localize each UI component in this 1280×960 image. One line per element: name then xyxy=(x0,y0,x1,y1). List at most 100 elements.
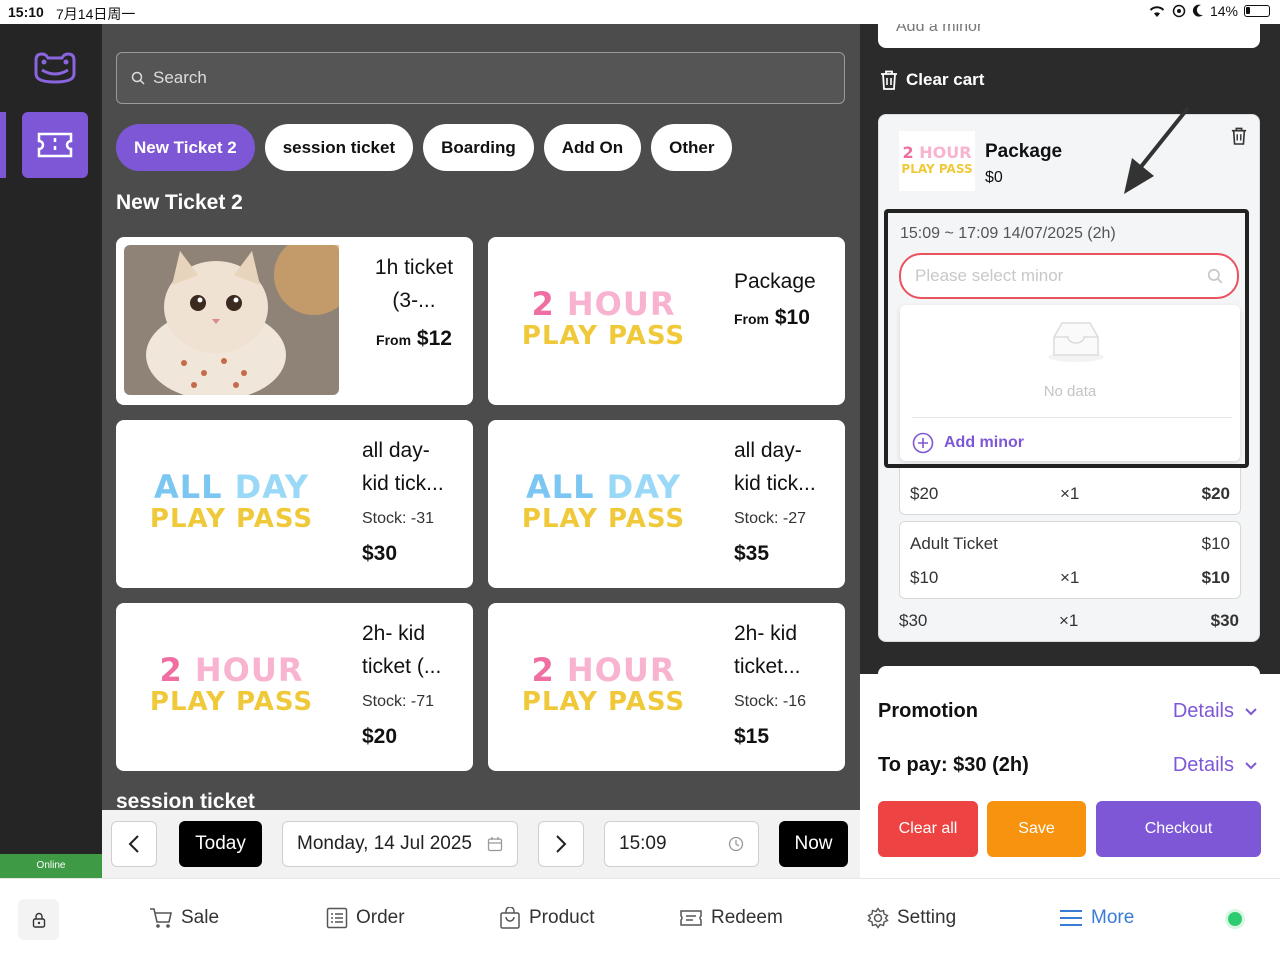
stock-label: Stock: xyxy=(734,693,779,710)
stock-value: -71 xyxy=(410,693,435,710)
package-unit-price: $30 xyxy=(899,611,928,630)
lock-button[interactable] xyxy=(18,899,59,940)
battery-percent: 14% xyxy=(1209,3,1238,19)
product-card-package[interactable]: 2 HOUR PLAY PASS Package From $10 xyxy=(488,237,845,405)
tab-label: Sale xyxy=(181,907,220,928)
ticket-icon xyxy=(680,910,702,926)
clock-icon xyxy=(728,836,744,852)
clear-all-button[interactable]: Clear all xyxy=(878,801,978,857)
chip-boarding[interactable]: Boarding xyxy=(423,124,534,171)
today-button[interactable]: Today xyxy=(179,821,262,867)
empty-inbox-icon xyxy=(1048,322,1104,362)
play-pass-art: 2 HOUR PLAY PASS xyxy=(496,245,711,395)
line-title-price: $10 xyxy=(1201,534,1230,553)
product-name-line2: ticket (... xyxy=(362,655,442,678)
art-word-2: DAY xyxy=(606,468,682,506)
product-name-line1: all day- xyxy=(362,439,430,462)
package-price: $0 xyxy=(985,169,1003,186)
add-minor-button[interactable]: Add minor xyxy=(912,417,1232,454)
chevron-down-icon xyxy=(1245,761,1257,769)
rail-active-indicator xyxy=(0,112,6,178)
product-price: $30 xyxy=(362,542,398,565)
online-status: Online xyxy=(0,854,102,878)
tab-label: Redeem xyxy=(711,907,783,928)
line-total: $20 xyxy=(1201,484,1230,503)
remove-item-icon[interactable] xyxy=(1231,127,1247,145)
package-name: Package xyxy=(985,141,1063,162)
product-area: Search New Ticket 2 session ticket Board… xyxy=(102,24,860,810)
chip-other[interactable]: Other xyxy=(651,124,733,171)
frog-logo-icon xyxy=(34,52,76,84)
calendar-icon xyxy=(487,837,503,852)
art-word: HOUR xyxy=(566,651,676,689)
date-bar: Today Monday, 14 Jul 2025 15:09 Now xyxy=(102,810,860,878)
product-name-line1: 1h ticket xyxy=(374,256,454,279)
price-from-label: From xyxy=(376,332,412,348)
product-price: $20 xyxy=(362,725,398,748)
checkout-button[interactable]: Checkout xyxy=(1096,801,1261,857)
product-price-row: From $12 xyxy=(362,327,466,351)
connection-status-dot xyxy=(1228,912,1242,926)
stock-row: Stock: -31 xyxy=(362,510,466,528)
tab-sale[interactable]: Sale xyxy=(149,907,219,929)
cat-photo xyxy=(124,245,339,395)
promotion-details-toggle[interactable]: Details xyxy=(1173,700,1258,723)
to-pay-details-toggle[interactable]: Details xyxy=(1173,754,1258,777)
product-name-line1: 2h- kid xyxy=(362,622,426,645)
next-cart-card-edge xyxy=(878,666,1260,674)
product-card-2h-kid-15[interactable]: 2 HOUR PLAY PASS 2h- kid ticket... Stock… xyxy=(488,603,845,771)
details-label: Details xyxy=(1172,700,1234,722)
now-button[interactable]: Now xyxy=(779,821,848,867)
section-title: New Ticket 2 xyxy=(116,191,243,214)
tab-label: Order xyxy=(356,907,405,928)
chip-new-ticket-2[interactable]: New Ticket 2 xyxy=(116,124,255,171)
status-time: 15:10 xyxy=(8,4,44,20)
add-a-minor-field[interactable]: Add a minor xyxy=(878,24,1260,48)
product-card-all-day-35[interactable]: ALL DAY PLAY PASS all day- kid tick... S… xyxy=(488,420,845,588)
stock-value: -27 xyxy=(782,510,807,527)
status-icons: 14% xyxy=(1148,3,1270,19)
minor-select-popup: 15:09 ~ 17:09 14/07/2025 (2h) Please sel… xyxy=(884,209,1249,468)
no-data-label: No data xyxy=(1043,383,1097,400)
rail-ticket-button[interactable] xyxy=(22,112,88,178)
tab-product[interactable]: Product xyxy=(499,907,594,929)
date-picker[interactable]: Monday, 14 Jul 2025 xyxy=(282,821,518,867)
line-title: Adult Ticket xyxy=(910,534,998,553)
lock-icon xyxy=(32,912,45,928)
stock-label: Stock: xyxy=(362,693,407,710)
wifi-icon xyxy=(1149,6,1165,17)
clear-cart-button[interactable]: Clear cart xyxy=(880,70,984,90)
chip-session-ticket[interactable]: session ticket xyxy=(264,124,414,171)
prev-day-button[interactable] xyxy=(111,821,157,867)
gear-icon xyxy=(867,907,889,929)
search-input[interactable]: Search xyxy=(116,52,845,104)
product-card-all-day-30[interactable]: ALL DAY PLAY PASS all day- kid tick... S… xyxy=(116,420,473,588)
art-number: 2 xyxy=(902,143,914,162)
art-word-1: ALL xyxy=(153,468,223,506)
minor-dropdown: No data Add minor xyxy=(900,305,1240,461)
product-name-line2: kid tick... xyxy=(362,472,444,495)
art-subtitle: PLAY PASS xyxy=(521,504,686,534)
product-card-2h-kid-20[interactable]: 2 HOUR PLAY PASS 2h- kid ticket (... Sto… xyxy=(116,603,473,771)
tab-redeem[interactable]: Redeem xyxy=(679,907,783,929)
minor-select-input[interactable]: Please select minor xyxy=(899,253,1239,299)
line-qty: ×1 xyxy=(1060,484,1080,503)
time-picker[interactable]: 15:09 xyxy=(604,821,759,867)
tab-more[interactable]: More xyxy=(1059,907,1134,929)
tab-setting[interactable]: Setting xyxy=(867,907,956,929)
product-card-1h-ticket[interactable]: 1h ticket (3-... From $12 xyxy=(116,237,473,405)
location-icon xyxy=(1172,4,1186,18)
art-word-1: ALL xyxy=(525,468,595,506)
next-day-button[interactable] xyxy=(538,821,584,867)
add-a-minor-label: Add a minor xyxy=(896,24,983,35)
add-minor-label: Add minor xyxy=(944,434,1024,451)
stock-row: Stock: -27 xyxy=(734,510,838,528)
product-name: Package xyxy=(734,270,816,293)
save-button[interactable]: Save xyxy=(987,801,1086,857)
chip-add-on[interactable]: Add On xyxy=(543,124,642,171)
battery-icon xyxy=(1244,5,1270,17)
art-subtitle: PLAY PASS xyxy=(901,162,973,176)
tab-order[interactable]: Order xyxy=(326,907,405,929)
tab-label: Setting xyxy=(897,907,957,928)
search-icon xyxy=(1207,268,1223,284)
